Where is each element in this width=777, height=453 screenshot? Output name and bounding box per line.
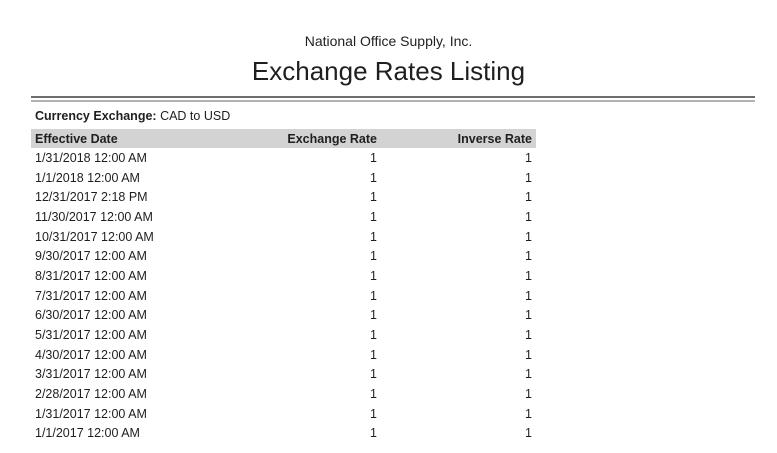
table-row: 1/31/2018 12:00 AM 1 1 [31,148,536,168]
exchange-rate-cell: 1 [370,347,377,362]
exchange-rate-cell: 1 [370,288,377,303]
exchange-rate-cell: 1 [370,249,377,264]
effective-date-cell: 6/30/2017 12:00 AM [35,308,147,323]
table-row: 12/31/2017 2:18 PM 1 1 [31,187,536,207]
table-row: 1/1/2017 12:00 AM 1 1 [31,424,536,444]
exchange-rate-cell: 1 [370,308,377,323]
company-name: National Office Supply, Inc. [304,33,473,49]
inverse-rate-cell: 1 [525,209,532,224]
inverse-rate-cell: 1 [525,426,532,441]
effective-date-cell: 7/31/2017 12:00 AM [35,288,147,303]
table-row: 1/31/2017 12:00 AM 1 1 [31,404,536,424]
effective-date-cell: 9/30/2017 12:00 AM [35,249,147,264]
inverse-rate-cell: 1 [525,308,532,323]
exchange-rate-cell: 1 [370,426,377,441]
table-body: 1/31/2018 12:00 AM 1 1 1/1/2018 12:00 AM 1 1 1… [31,148,536,443]
exchange-rate-cell: 1 [370,229,377,244]
effective-date-cell: 1/1/2017 12:00 AM [35,426,140,441]
exchange-rate-cell: 1 [370,150,377,165]
table-row: 9/30/2017 12:00 AM 1 1 [31,246,536,266]
inverse-rate-cell: 1 [525,170,532,185]
column-header-effective-date: Effective Date [31,129,246,148]
table-row: 1/1/2018 12:00 AM 1 1 [31,168,536,188]
currency-exchange-value: CAD to USD [160,109,231,123]
inverse-rate-cell: 1 [525,328,532,343]
exchange-rate-cell: 1 [370,209,377,224]
effective-date-cell: 1/31/2018 12:00 AM [35,150,147,165]
inverse-rate-cell: 1 [525,288,532,303]
inverse-rate-cell: 1 [525,347,532,362]
exchange-rate-cell: 1 [370,406,377,421]
exchange-rate-cell: 1 [370,268,377,283]
inverse-rate-cell: 1 [525,268,532,283]
inverse-rate-cell: 1 [525,150,532,165]
exchange-rate-cell: 1 [370,367,377,382]
table-header-row: Effective Date Exchange Rate Inverse Rat… [31,129,536,148]
exchange-rate-cell: 1 [370,387,377,402]
effective-date-cell: 5/31/2017 12:00 AM [35,328,147,343]
exchange-rates-table: Effective Date Exchange Rate Inverse Rat… [31,129,536,443]
inverse-rate-cell: 1 [525,190,532,205]
exchange-rate-cell: 1 [370,328,377,343]
effective-date-cell: 4/30/2017 12:00 AM [35,347,147,362]
currency-exchange-line: Currency Exchange: CAD to USD [35,109,777,124]
column-header-inverse-rate: Inverse Rate [381,129,536,148]
table-row: 10/31/2017 12:00 AM 1 1 [31,227,536,247]
exchange-rate-cell: 1 [370,190,377,205]
effective-date-cell: 11/30/2017 12:00 AM [35,209,153,224]
table-row: 11/30/2017 12:00 AM 1 1 [31,207,536,227]
table-row: 8/31/2017 12:00 AM 1 1 [31,266,536,286]
table-row: 3/31/2017 12:00 AM 1 1 [31,365,536,385]
exchange-rate-cell: 1 [370,170,377,185]
inverse-rate-cell: 1 [525,387,532,402]
effective-date-cell: 3/31/2017 12:00 AM [35,367,147,382]
table-row: 2/28/2017 12:00 AM 1 1 [31,384,536,404]
column-header-exchange-rate: Exchange Rate [246,129,381,148]
effective-date-cell: 2/28/2017 12:00 AM [35,387,147,402]
table-row: 5/31/2017 12:00 AM 1 1 [31,325,536,345]
currency-exchange-label: Currency Exchange: [35,109,157,123]
inverse-rate-cell: 1 [525,229,532,244]
effective-date-cell: 10/31/2017 12:00 AM [35,229,154,244]
table-row: 7/31/2017 12:00 AM 1 1 [31,286,536,306]
inverse-rate-cell: 1 [525,249,532,264]
report-title: Exchange Rates Listing [251,56,526,86]
inverse-rate-cell: 1 [525,406,532,421]
effective-date-cell: 1/1/2018 12:00 AM [35,170,140,185]
header-divider [31,96,755,102]
table-row: 4/30/2017 12:00 AM 1 1 [31,345,536,365]
table-row: 6/30/2017 12:00 AM 1 1 [31,306,536,326]
effective-date-cell: 12/31/2017 2:18 PM [35,190,148,205]
effective-date-cell: 1/31/2017 12:00 AM [35,406,147,421]
effective-date-cell: 8/31/2017 12:00 AM [35,268,147,283]
inverse-rate-cell: 1 [525,367,532,382]
